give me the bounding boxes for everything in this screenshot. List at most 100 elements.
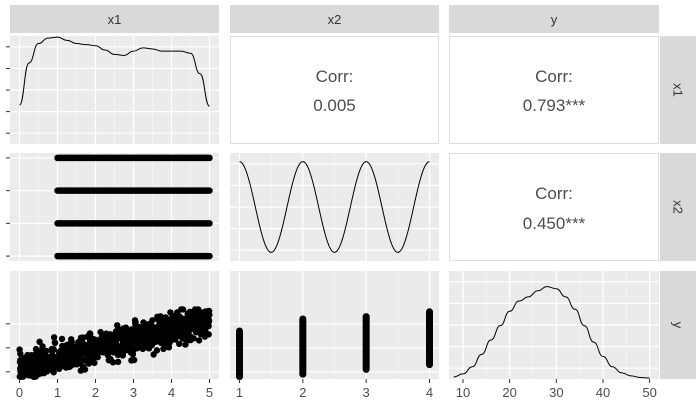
scatter-point — [16, 346, 23, 353]
scatter-point — [202, 311, 209, 318]
scatter-point — [131, 317, 139, 324]
scatter-point — [50, 368, 57, 376]
scatter-point — [86, 350, 93, 357]
row-strip-x2: x2 — [671, 200, 686, 214]
row-strip-x1: x1 — [671, 83, 686, 97]
column-strip-bg-x2 — [230, 5, 439, 33]
density-line-y — [453, 286, 650, 379]
scatter-point — [69, 355, 77, 362]
scatter-point — [140, 324, 147, 332]
scatter-point — [140, 332, 147, 339]
scatter-point — [114, 322, 121, 329]
scatter-point — [203, 323, 210, 330]
x-tick-label-x2: 1 — [236, 385, 243, 400]
scatter-point — [195, 327, 202, 335]
scatter-point — [190, 335, 197, 342]
scatter-point — [149, 317, 156, 324]
scatter-point — [182, 341, 189, 348]
scatter-point — [139, 337, 146, 344]
scatter-point — [169, 313, 176, 320]
scatter-point — [159, 329, 166, 336]
scatter-point — [179, 335, 186, 342]
density-line-x2 — [239, 161, 430, 253]
x-tick-label-x1: 4 — [168, 385, 175, 400]
scatter-point — [91, 359, 98, 366]
panel-corr-x1-x2 — [230, 36, 439, 144]
scatter-point — [110, 348, 118, 355]
scatter-point — [39, 343, 46, 350]
scatter-point — [156, 319, 164, 326]
scatter-point — [179, 306, 187, 313]
scatter-point — [179, 325, 187, 333]
scatter-point — [169, 328, 176, 335]
scatter-point — [67, 362, 74, 369]
x-tick-label-x2: 3 — [363, 385, 370, 400]
scatter-point — [107, 338, 114, 345]
scatter-point — [68, 338, 75, 346]
scatter-point — [94, 344, 101, 352]
scatter-point — [36, 338, 43, 345]
corr-value-x1-y: 0.793*** — [523, 96, 586, 115]
scatter-point — [26, 352, 34, 360]
x-tick-label-x1: 1 — [54, 385, 61, 400]
scatter-point — [181, 315, 188, 323]
scatter-point — [40, 369, 48, 377]
scatter-point — [32, 345, 40, 353]
scatter-point — [29, 371, 37, 378]
column-strip-bg-y — [449, 5, 659, 33]
scatter-point — [105, 357, 113, 364]
scatter-point — [198, 320, 205, 327]
x2-vs-x1-points — [54, 154, 213, 260]
x-tick-label-y: 50 — [642, 385, 656, 400]
scatter-point — [63, 341, 70, 349]
scatter-point — [152, 338, 159, 345]
scatter-point — [191, 309, 198, 317]
scatter-point — [164, 321, 172, 329]
corr-label-x2-y: Corr: — [535, 184, 573, 203]
density-line-x1 — [19, 36, 210, 107]
column-strip-bg-x1 — [10, 5, 219, 33]
scatter-point — [80, 363, 87, 370]
x-tick-label-y: 20 — [502, 385, 516, 400]
panel-corr-x2-y — [449, 153, 659, 261]
scatter-point — [205, 331, 212, 338]
scatter-point — [58, 335, 66, 343]
scatter-point — [36, 365, 43, 372]
scatter-point — [128, 357, 135, 364]
scatter-point — [55, 349, 63, 356]
x-tick-label-y: 10 — [456, 385, 470, 400]
x-tick-label-x2: 4 — [426, 385, 433, 400]
scatter-point — [84, 333, 91, 340]
x-tick-label-x1: 2 — [92, 385, 99, 400]
row-strip-bg-y — [660, 271, 696, 379]
scatter-point — [99, 349, 107, 356]
corr-value-x1-x2: 0.005 — [313, 96, 356, 115]
x-tick-label-y: 40 — [596, 385, 610, 400]
scatter-point — [113, 329, 120, 336]
scatter-point — [34, 351, 41, 358]
corr-value-x2-y: 0.450*** — [523, 214, 586, 233]
scatter-point — [195, 337, 203, 344]
scatter-point — [121, 333, 129, 340]
scatter-point — [174, 309, 181, 316]
scatter-point — [82, 356, 89, 364]
scatter-point — [85, 341, 93, 348]
scatter-point — [119, 352, 127, 359]
scatter-point — [112, 335, 119, 342]
scatter-point — [139, 342, 147, 349]
x-tick-label-x2: 2 — [299, 385, 306, 400]
scatter-point — [145, 334, 152, 341]
scatter-point — [120, 339, 127, 346]
row-strip-bg-x1 — [660, 36, 696, 144]
x-tick-label-x1: 3 — [130, 385, 137, 400]
scatter-point — [188, 325, 195, 332]
scatter-point — [17, 362, 25, 370]
scatter-point — [43, 357, 50, 364]
scatter-point — [97, 328, 104, 336]
scatter-point — [52, 355, 59, 362]
scatter-point — [129, 351, 137, 358]
scatter-point — [132, 326, 139, 334]
scatter-point — [22, 358, 29, 366]
scatter-point — [150, 351, 157, 358]
scatter-point — [164, 337, 172, 345]
